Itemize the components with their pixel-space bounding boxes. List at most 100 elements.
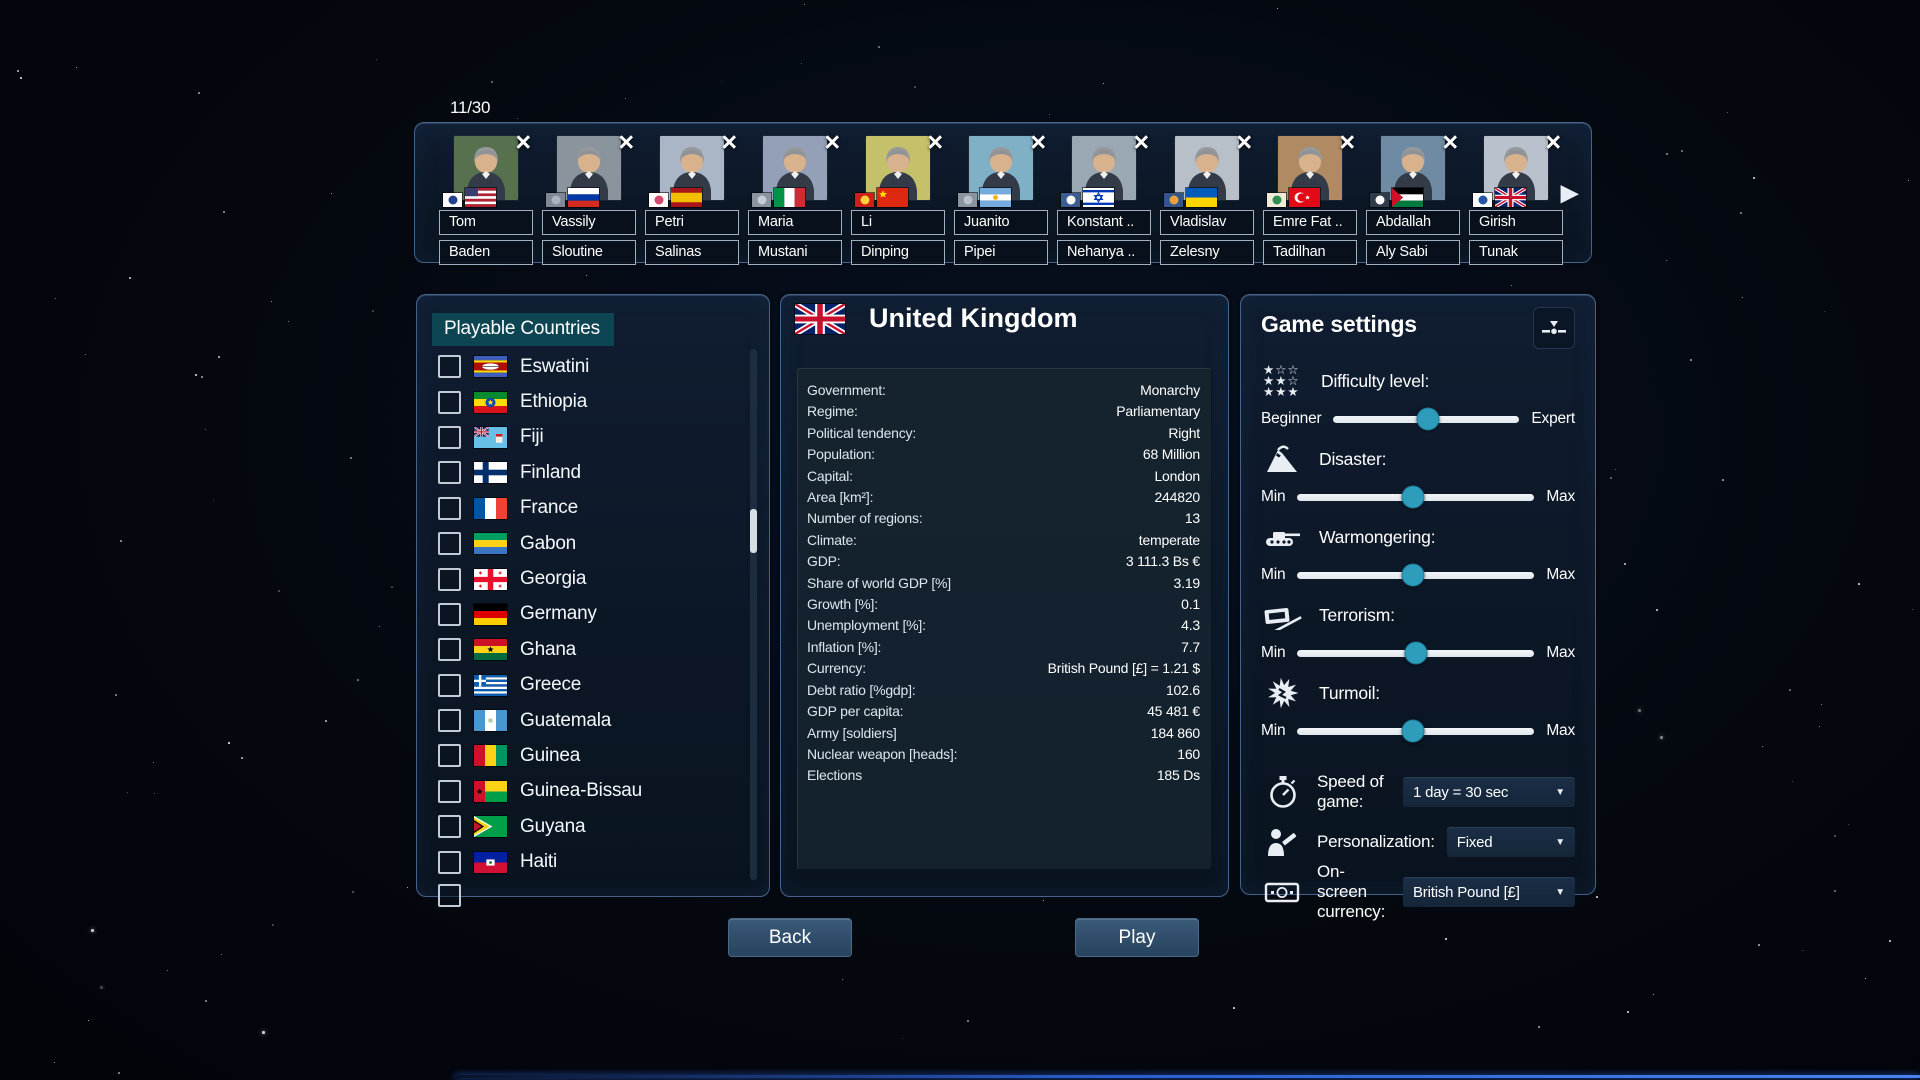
turmoil-slider-track[interactable] bbox=[1297, 719, 1535, 743]
country-list-item[interactable]: Gabon bbox=[417, 526, 769, 561]
country-checkbox[interactable] bbox=[438, 709, 461, 733]
network-settings-button[interactable] bbox=[1533, 307, 1575, 349]
leader-card[interactable]: × Girish Tunak bbox=[1469, 129, 1563, 265]
country-detail-panel: United Kingdom Government: Monarchy Regi… bbox=[780, 294, 1229, 897]
disaster-slider: Min Max bbox=[1261, 485, 1575, 509]
country-list-item[interactable]: France bbox=[417, 491, 769, 526]
country-list-item[interactable]: Guyana bbox=[417, 809, 769, 844]
terrorism-slider-track[interactable] bbox=[1297, 641, 1535, 665]
leader-card[interactable]: × Li Dinping bbox=[851, 129, 945, 265]
leader-card[interactable]: × Tom Baden bbox=[439, 129, 533, 265]
stat-value: 7.7 bbox=[1181, 638, 1200, 655]
difficulty-slider-thumb[interactable] bbox=[1416, 407, 1440, 431]
turmoil-slider-thumb[interactable] bbox=[1401, 719, 1425, 743]
leader-card[interactable]: × Abdallah Aly Sabi bbox=[1366, 129, 1460, 265]
countries-scrollbar[interactable] bbox=[750, 349, 757, 880]
terrorism-slider-thumb[interactable] bbox=[1404, 641, 1428, 665]
close-icon[interactable]: × bbox=[927, 127, 943, 157]
country-checkbox[interactable] bbox=[438, 425, 461, 449]
speed-of-game-label: Speed of game: bbox=[1317, 772, 1384, 811]
country-checkbox[interactable] bbox=[438, 496, 461, 520]
close-icon[interactable]: × bbox=[1236, 127, 1252, 157]
difficulty-slider-track[interactable] bbox=[1333, 407, 1520, 431]
flag-gy-icon bbox=[474, 816, 507, 838]
disaster-slider-track[interactable] bbox=[1297, 485, 1535, 509]
on-screen-currency-dropdown[interactable]: British Pound [£] ▼ bbox=[1403, 877, 1575, 907]
country-list-item[interactable]: Germany bbox=[417, 597, 769, 632]
stat-value: 185 Ds bbox=[1156, 767, 1200, 784]
stat-value: 3 111.3 Bs € bbox=[1125, 553, 1200, 570]
country-checkbox[interactable] bbox=[438, 390, 461, 414]
country-checkbox[interactable] bbox=[438, 355, 461, 379]
close-icon[interactable]: × bbox=[824, 127, 840, 157]
leader-flags bbox=[546, 188, 599, 207]
leader-card[interactable]: × Petri Salinas bbox=[645, 129, 739, 265]
country-checkbox[interactable] bbox=[438, 779, 461, 803]
close-icon[interactable]: × bbox=[1133, 127, 1149, 157]
on-screen-currency-label: On-screen currency: bbox=[1317, 862, 1386, 921]
disaster-slider-thumb[interactable] bbox=[1401, 485, 1425, 509]
stat-label: Number of regions: bbox=[807, 510, 923, 527]
country-checkbox[interactable] bbox=[438, 461, 461, 485]
country-checkbox[interactable] bbox=[438, 884, 461, 907]
country-checkbox[interactable] bbox=[438, 673, 461, 697]
country-list-item[interactable]: Ghana bbox=[417, 632, 769, 667]
close-icon[interactable]: × bbox=[1339, 127, 1355, 157]
country-checkbox[interactable] bbox=[438, 815, 461, 839]
country-list-item[interactable]: Eswatini bbox=[417, 349, 769, 384]
country-list-item[interactable]: Guinea bbox=[417, 738, 769, 773]
close-icon[interactable]: × bbox=[515, 127, 531, 157]
country-checkbox[interactable] bbox=[438, 744, 461, 768]
leader-card[interactable]: × Juanito Pipei bbox=[954, 129, 1048, 265]
leader-last-name: Zelesny bbox=[1160, 240, 1254, 265]
country-list-item[interactable]: Finland bbox=[417, 455, 769, 490]
leader-portrait-area: × bbox=[954, 129, 1048, 207]
country-list-item[interactable]: Georgia bbox=[417, 561, 769, 596]
personalization-label: Personalization: bbox=[1317, 832, 1435, 851]
country-list-item[interactable]: Guatemala bbox=[417, 703, 769, 738]
country-checkbox[interactable] bbox=[438, 638, 461, 662]
leader-card[interactable]: × Vladislav Zelesny bbox=[1160, 129, 1254, 265]
leader-last-name: Nehanya .. bbox=[1057, 240, 1151, 265]
flag-gr-icon bbox=[474, 674, 507, 696]
country-checkbox[interactable] bbox=[438, 567, 461, 591]
network-icon bbox=[1542, 321, 1566, 335]
speed-of-game-dropdown[interactable]: 1 day = 30 sec ▼ bbox=[1403, 777, 1575, 807]
close-icon[interactable]: × bbox=[1545, 127, 1561, 157]
country-checkbox[interactable] bbox=[438, 602, 461, 626]
stat-label: Population: bbox=[807, 446, 875, 463]
leader-first-name: Juanito bbox=[954, 210, 1048, 235]
game-settings-panel: Game settings ★☆☆ ★★☆ ★★★ Difficulty level… bbox=[1240, 294, 1596, 921]
leader-portrait-area: × bbox=[851, 129, 945, 207]
country-list-item[interactable]: Haiti bbox=[417, 844, 769, 879]
leader-portrait[interactable] bbox=[1380, 135, 1446, 201]
country-checkbox[interactable] bbox=[438, 850, 461, 874]
personalization-dropdown[interactable]: Fixed ▼ bbox=[1446, 827, 1575, 857]
leader-portrait-area: × bbox=[1160, 129, 1254, 207]
countries-scrollbar-thumb[interactable] bbox=[750, 509, 757, 553]
country-list-item[interactable]: Guinea-Bissau bbox=[417, 774, 769, 809]
close-icon[interactable]: × bbox=[1442, 127, 1458, 157]
stat-label: Currency: bbox=[807, 660, 866, 677]
back-button[interactable]: Back bbox=[728, 918, 852, 957]
stat-label: Elections bbox=[807, 767, 863, 784]
leader-portrait-area: × bbox=[542, 129, 636, 207]
leader-card[interactable]: × Konstant .. Nehanya .. bbox=[1057, 129, 1151, 265]
leader-card[interactable]: × Emre Fat .. Tadilhan bbox=[1263, 129, 1357, 265]
close-icon[interactable]: × bbox=[1030, 127, 1046, 157]
warmongering-slider-track[interactable] bbox=[1297, 563, 1535, 587]
play-button[interactable]: Play bbox=[1075, 918, 1199, 957]
country-checkbox[interactable] bbox=[438, 532, 461, 556]
country-list-item[interactable]: Greece bbox=[417, 668, 769, 703]
country-list-item[interactable]: Fiji bbox=[417, 420, 769, 455]
leader-card[interactable]: × Maria Mustani bbox=[748, 129, 842, 265]
leaders-bar-panel: × Tom Baden × bbox=[414, 122, 1592, 265]
warmongering-slider-thumb[interactable] bbox=[1401, 563, 1425, 587]
country-list-item[interactable]: Ethiopia bbox=[417, 384, 769, 419]
leader-card[interactable]: × Vassily Sloutine bbox=[542, 129, 636, 265]
dropdown-value: Fixed bbox=[1456, 833, 1493, 851]
next-page-arrow-button[interactable]: ▶ bbox=[1557, 174, 1583, 211]
leader-last-name: Dinping bbox=[851, 240, 945, 265]
close-icon[interactable]: × bbox=[618, 127, 634, 157]
close-icon[interactable]: × bbox=[721, 127, 737, 157]
